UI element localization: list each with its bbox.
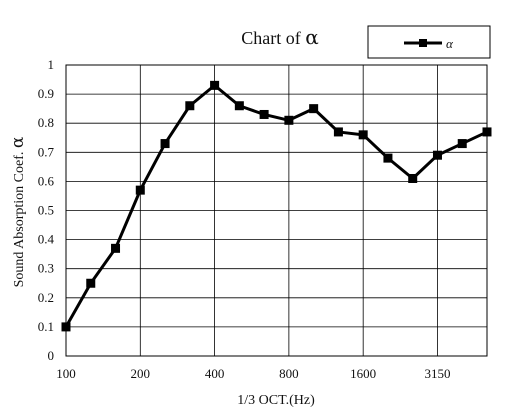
- data-point-marker: [457, 139, 467, 149]
- chart-title: Chart of α: [241, 25, 319, 49]
- y-axis-label-text: Sound Absorption Coef.: [12, 148, 27, 287]
- y-axis-ticks: 0 0.1 0.2 0.3 0.4 0.5 0.6 0.7 0.8 0.9 1: [38, 57, 55, 363]
- series-markers: [61, 80, 492, 332]
- data-point-marker: [61, 322, 71, 332]
- data-point-marker: [135, 185, 145, 195]
- data-point-marker: [160, 139, 170, 149]
- y-tick-label: 0.1: [38, 319, 54, 334]
- data-point-marker: [284, 115, 294, 125]
- y-tick-label: 0.7: [38, 144, 55, 159]
- x-tick-label: 1600: [350, 366, 376, 381]
- x-tick-label: 3150: [424, 366, 450, 381]
- data-point-marker: [358, 130, 368, 140]
- data-point-marker: [333, 127, 343, 137]
- y-tick-label: 0.5: [38, 203, 54, 218]
- grid: [66, 65, 487, 356]
- data-point-marker: [86, 278, 96, 288]
- data-point-marker: [259, 109, 269, 119]
- y-tick-label: 0: [48, 348, 55, 363]
- x-axis-label: 1/3 OCT.(Hz): [237, 393, 315, 408]
- y-tick-label: 0.8: [38, 115, 54, 130]
- data-point-marker: [383, 153, 393, 163]
- data-point-marker: [210, 80, 220, 90]
- x-tick-label: 100: [56, 366, 76, 381]
- legend-label: α: [446, 36, 454, 51]
- chart-title-symbol: α: [305, 25, 319, 49]
- y-tick-label: 0.9: [38, 86, 54, 101]
- data-point-marker: [185, 101, 195, 111]
- legend-marker: [419, 39, 427, 47]
- y-tick-label: 0.2: [38, 290, 54, 305]
- y-axis-label-symbol: α: [8, 136, 28, 148]
- y-tick-label: 0.4: [38, 232, 55, 247]
- legend: α: [367, 25, 491, 59]
- data-point-marker: [432, 150, 442, 160]
- x-tick-label: 800: [279, 366, 299, 381]
- x-tick-label: 400: [205, 366, 225, 381]
- data-point-marker: [408, 173, 418, 183]
- y-tick-label: 1: [48, 57, 55, 72]
- data-point-marker: [309, 104, 319, 114]
- data-point-marker: [111, 243, 121, 253]
- data-point-marker: [234, 101, 244, 111]
- y-axis-label: Sound Absorption Coef. α: [8, 136, 28, 287]
- series-line: [64, 83, 488, 328]
- x-axis-ticks: 100 200 400 800 1600 3150: [56, 366, 450, 381]
- x-tick-label: 200: [131, 366, 151, 381]
- data-point-marker: [482, 127, 492, 137]
- chart-title-text: Chart of: [241, 28, 305, 48]
- y-tick-label: 0.3: [38, 261, 54, 276]
- y-tick-label: 0.6: [38, 173, 55, 188]
